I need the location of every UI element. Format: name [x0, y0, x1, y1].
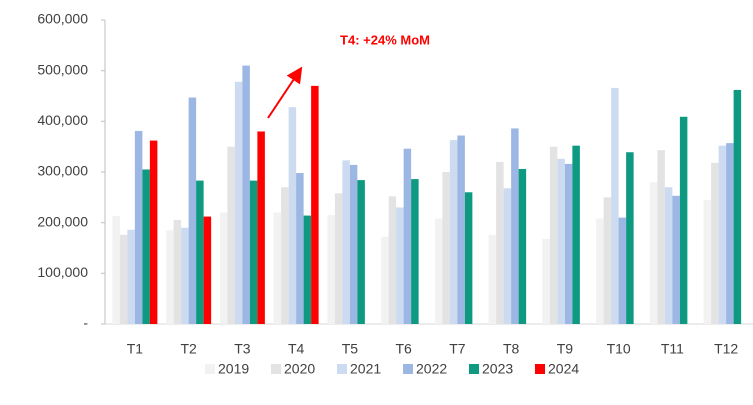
- bar: [403, 148, 412, 324]
- bar: [188, 97, 197, 325]
- x-tick-label: T12: [714, 341, 738, 357]
- y-tick-label: -: [83, 315, 88, 331]
- bar: [349, 164, 358, 324]
- bar: [181, 227, 189, 324]
- bar: [657, 150, 665, 324]
- x-tick-label: T5: [342, 341, 359, 357]
- bar: [173, 220, 182, 324]
- annotation-arrow: [267, 66, 303, 119]
- x-tick-label: T1: [127, 341, 144, 357]
- y-tick-label: 200,000: [37, 213, 88, 229]
- annotation: T4: +24% MoM: [340, 32, 430, 47]
- bar: [572, 145, 580, 324]
- bar: [296, 173, 304, 324]
- legend-label: 2021: [350, 361, 381, 377]
- legend-label: 2020: [284, 361, 315, 377]
- bar: [733, 89, 742, 324]
- y-tick-label: 300,000: [37, 163, 88, 179]
- bar: [557, 158, 565, 324]
- x-tick-label: T3: [234, 341, 251, 357]
- bar: [411, 179, 419, 324]
- legend-swatch: [469, 364, 479, 374]
- bar: [388, 196, 397, 324]
- bar: [603, 197, 612, 324]
- x-tick-label: T9: [557, 341, 574, 357]
- legend-swatch: [403, 364, 413, 374]
- bar: [166, 230, 174, 324]
- bar: [249, 180, 258, 324]
- bar: [134, 130, 143, 324]
- bar: [396, 207, 404, 324]
- bar: [672, 195, 680, 324]
- bar: [626, 152, 634, 324]
- bar: [112, 216, 120, 324]
- bar: [142, 169, 150, 324]
- bar: [564, 163, 573, 324]
- y-tick-label: 100,000: [37, 264, 88, 280]
- bar: [149, 140, 158, 324]
- bar: [288, 107, 297, 324]
- bar: [703, 199, 712, 324]
- x-tick-label: T7: [449, 341, 466, 357]
- bar: [664, 187, 673, 324]
- x-tick-label: T11: [661, 341, 684, 357]
- bar: [649, 182, 658, 324]
- bar: [549, 146, 558, 324]
- bar: [464, 192, 473, 324]
- bar: [311, 85, 319, 324]
- bar: [518, 168, 527, 324]
- bar: [281, 187, 289, 324]
- bar: [234, 81, 243, 325]
- bar: [334, 193, 343, 324]
- bar: [596, 218, 604, 324]
- bar: [257, 131, 265, 324]
- bar: [457, 135, 465, 324]
- bar: [611, 87, 619, 324]
- bar: [618, 217, 627, 324]
- legend-swatch: [337, 364, 347, 374]
- bar: [203, 216, 212, 324]
- bar: [711, 162, 719, 324]
- bar: [503, 188, 512, 324]
- legend-label: 2024: [548, 361, 579, 377]
- bar: [242, 65, 250, 324]
- legend-label: 2023: [482, 361, 513, 377]
- bar: [488, 234, 497, 324]
- legend-swatch: [535, 364, 545, 374]
- bar: [381, 236, 389, 324]
- x-tick-label: T10: [607, 341, 631, 357]
- x-tick-label: T8: [503, 341, 520, 357]
- bar: [434, 218, 443, 324]
- bar: [542, 238, 550, 324]
- y-tick-label: 400,000: [37, 112, 88, 128]
- bar: [303, 215, 312, 324]
- x-tick-label: T4: [288, 341, 305, 357]
- y-tick-label: 500,000: [37, 61, 88, 77]
- y-tick-label: 600,000: [37, 11, 88, 27]
- bar: [119, 234, 128, 324]
- bar: [342, 160, 350, 324]
- bar: [127, 229, 135, 324]
- bar: [496, 161, 504, 324]
- bar: [679, 116, 688, 324]
- bar: [273, 212, 282, 324]
- bar: [227, 146, 235, 324]
- bar: [327, 215, 335, 324]
- bar: [726, 143, 734, 324]
- x-tick-label: T2: [180, 341, 197, 357]
- legend-label: 2022: [416, 361, 447, 377]
- legend-swatch: [205, 364, 215, 374]
- bar: [718, 145, 727, 324]
- bar: [511, 128, 519, 324]
- legend-label: 2019: [218, 361, 249, 377]
- legend-swatch: [271, 364, 281, 374]
- bar: [219, 212, 228, 324]
- bar: [196, 180, 204, 324]
- bar: [449, 140, 458, 324]
- x-tick-label: T6: [395, 341, 412, 357]
- bar: [442, 172, 450, 324]
- bar: [357, 180, 365, 324]
